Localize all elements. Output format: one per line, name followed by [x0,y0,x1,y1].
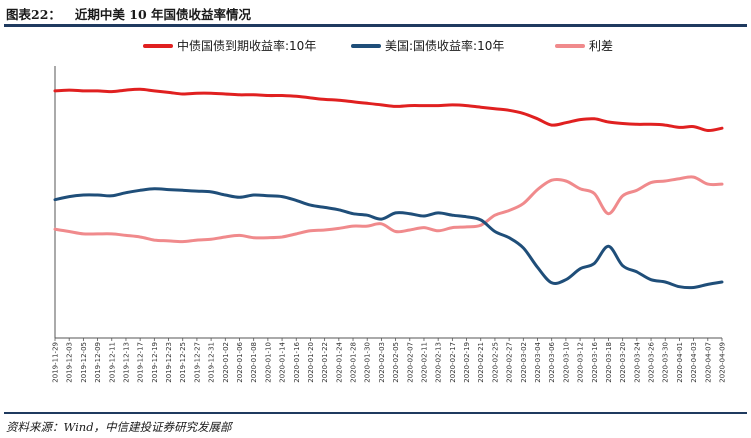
legend-swatch-us-yield [351,43,381,48]
x-tick-label: 2019-11-29 [52,342,60,383]
legend-label-spread: 利差 [589,39,614,53]
figure-number: 图表22： [6,7,61,22]
legend-label-us-yield: 美国:国债收益率:10年 [385,39,505,53]
x-tick-label: 2020-04-03 [690,342,698,383]
x-tick-label: 2020-03-10 [562,342,570,383]
bottom-rule [4,412,747,414]
x-tick-label: 2020-02-25 [491,342,499,383]
x-tick-label: 2020-02-27 [506,342,514,383]
x-tick-label: 2020-02-13 [435,342,443,383]
series-line-spread [53,175,724,244]
legend-item-cn-yield: 中债国债到期收益率:10年 [143,37,316,54]
legend-swatch-cn-yield [143,43,173,48]
x-tick-label: 2020-03-16 [591,341,599,382]
x-tick-label: 2020-01-30 [364,342,372,383]
x-tick-label: 2020-01-10 [264,342,272,383]
x-tick-label: 2020-01-06 [236,341,244,382]
x-tick-label: 2020-01-02 [222,342,230,383]
x-tick-label: 2020-04-09 [719,342,727,383]
legend-item-us-yield: 美国:国债收益率:10年 [351,37,504,54]
x-tick-label: 2020-03-20 [619,342,627,383]
x-tick-label: 2020-03-30 [662,342,670,383]
legend-item-spread: 利差 [555,37,613,54]
figure-title-text: 近期中美 10 年国债收益率情况 [74,7,252,22]
x-tick-label: 2020-03-06 [548,341,556,382]
x-tick-label: 2019-12-17 [137,342,145,383]
x-tick-label: 2020-01-20 [307,342,315,383]
x-tick-label: 2019-12-19 [151,342,159,383]
x-tick-label: 2020-01-14 [279,341,287,382]
x-tick-label: 2020-03-24 [633,341,641,382]
chart-legend: 中债国债到期收益率:10年 美国:国债收益率:10年 利差 [0,37,751,57]
x-tick-label: 2019-12-31 [208,342,216,383]
x-tick-label: 2019-12-25 [179,342,187,383]
x-tick-label: 2019-12-23 [165,342,173,383]
series-line-us-yield [53,187,724,290]
top-rule [4,24,747,27]
x-tick-label: 2020-02-19 [463,342,471,383]
x-tick-label: 2020-01-28 [350,342,358,383]
x-tick-label: 2020-03-12 [577,342,585,383]
x-tick-label: 2019-12-05 [80,342,88,383]
x-tick-label: 2019-12-11 [108,342,116,383]
x-tick-label: 2020-01-24 [335,341,343,382]
x-tick-label: 2020-04-07 [704,342,712,383]
x-tick-label: 2020-01-22 [321,342,329,383]
x-tick-label: 2020-02-03 [378,342,386,383]
x-tick-label: 2020-02-21 [477,342,485,383]
x-tick-label: 2020-01-16 [293,341,301,382]
x-tick-label: 2020-02-07 [406,342,414,383]
x-tick-label: 2020-04-01 [676,342,684,383]
series-line-cn-yield [53,87,724,133]
x-tick-label: 2020-03-18 [605,342,613,383]
x-tick-label: 2020-02-05 [392,342,400,383]
x-tick-label: 2020-02-17 [449,342,457,383]
x-tick-label: 2019-12-09 [94,342,102,383]
x-tick-label: 2019-12-27 [193,342,201,383]
source-note: 资料来源：Wind，中信建投证券研究发展部 [6,420,232,434]
x-tick-label: 2020-03-02 [520,342,528,383]
x-tick-label: 2019-12-13 [122,342,130,383]
x-tick-label: 2020-03-04 [534,341,542,382]
figure-title: 图表22： 近期中美 10 年国债收益率情况 [6,4,251,23]
x-tick-label: 2020-01-08 [250,342,258,383]
x-tick-label: 2020-03-26 [648,341,656,382]
legend-label-cn-yield: 中债国债到期收益率:10年 [177,39,317,53]
x-tick-label: 2019-12-03 [66,342,74,383]
legend-swatch-spread [555,43,585,48]
x-tick-label: 2020-02-11 [420,342,428,383]
